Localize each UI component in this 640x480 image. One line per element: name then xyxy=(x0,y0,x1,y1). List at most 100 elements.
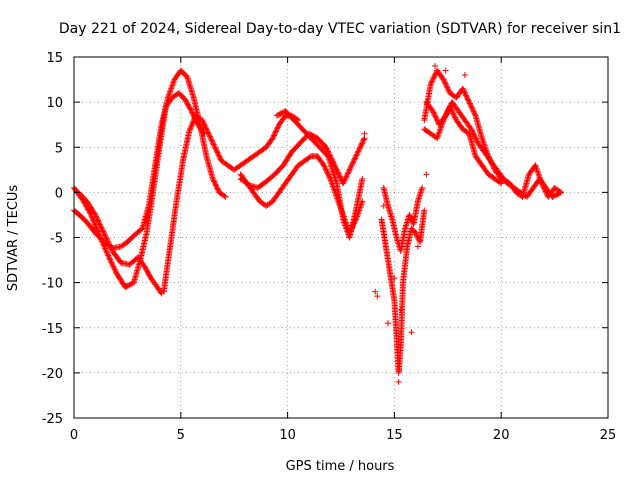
data-point xyxy=(270,132,277,139)
data-point xyxy=(352,153,359,160)
data-point xyxy=(94,217,101,224)
data-point xyxy=(208,136,215,143)
data-point xyxy=(360,137,367,144)
data-point xyxy=(214,149,221,156)
data-point xyxy=(471,111,478,118)
data-point xyxy=(106,242,113,249)
data-point xyxy=(452,114,459,121)
data-point xyxy=(145,271,152,278)
data-point xyxy=(351,156,358,163)
data-point xyxy=(106,241,113,248)
data-point xyxy=(326,174,333,181)
data-point xyxy=(272,129,279,136)
data-point xyxy=(445,86,452,93)
data-point xyxy=(145,269,152,276)
data-point xyxy=(102,232,109,239)
data-point xyxy=(212,181,219,188)
data-point xyxy=(211,142,218,149)
data-point xyxy=(103,249,110,256)
data-point xyxy=(467,101,474,108)
data-point xyxy=(204,128,211,135)
data-point xyxy=(104,236,111,243)
data-point xyxy=(201,122,208,129)
data-point xyxy=(442,113,449,120)
y-tick-label: -15 xyxy=(42,322,63,337)
data-point xyxy=(357,142,364,149)
data-point xyxy=(157,289,164,296)
data-point xyxy=(462,91,469,98)
data-point xyxy=(430,109,437,116)
series-arc-g xyxy=(273,108,366,241)
data-point xyxy=(345,169,352,176)
data-point xyxy=(539,181,546,188)
data-point xyxy=(216,153,223,160)
data-point xyxy=(342,176,349,183)
data-point xyxy=(109,262,116,269)
axis-ticks: 0 5 10 15 20 25 -25 -20 -15 -10 -5 0 5 10 15 xyxy=(42,51,617,443)
data-point xyxy=(397,306,404,313)
data-point xyxy=(92,211,99,218)
series-arc-k xyxy=(423,99,565,200)
data-point xyxy=(347,165,354,172)
data-point xyxy=(431,110,438,117)
data-point xyxy=(189,121,196,128)
series-arc-l xyxy=(421,103,505,187)
data-point xyxy=(443,111,450,118)
data-point xyxy=(444,84,451,91)
data-point xyxy=(102,245,109,252)
data-point xyxy=(104,251,111,258)
data-point xyxy=(459,85,466,92)
data-point xyxy=(189,109,196,116)
data-point xyxy=(359,140,366,147)
data-point xyxy=(105,253,112,260)
data-point xyxy=(340,178,347,185)
data-point xyxy=(419,184,426,191)
data-point xyxy=(469,128,476,135)
data-point xyxy=(464,95,471,102)
data-point xyxy=(202,123,209,130)
data-point xyxy=(344,170,351,177)
data-point xyxy=(449,109,456,116)
data-point xyxy=(430,75,437,82)
data-point xyxy=(462,92,469,99)
data-point xyxy=(340,180,347,187)
data-point xyxy=(186,104,193,111)
data-point xyxy=(372,288,379,295)
data-point xyxy=(146,272,153,279)
data-point xyxy=(185,102,192,109)
data-point xyxy=(351,155,358,162)
data-point xyxy=(93,213,100,220)
data-point xyxy=(271,131,278,138)
y-tick-label: -25 xyxy=(42,412,63,427)
data-point xyxy=(322,165,329,172)
data-point xyxy=(209,138,216,145)
data-point xyxy=(471,132,478,139)
data-point xyxy=(348,162,355,169)
data-point xyxy=(203,126,210,133)
data-point xyxy=(320,162,327,169)
data-point xyxy=(461,72,468,79)
data-point xyxy=(99,227,106,234)
data-point xyxy=(451,113,458,120)
data-point xyxy=(212,145,219,152)
data-point xyxy=(395,378,402,385)
data-point xyxy=(336,172,343,179)
data-point xyxy=(463,93,470,100)
data-point xyxy=(541,185,548,192)
data-point xyxy=(101,244,108,251)
data-point xyxy=(472,134,479,141)
data-point xyxy=(447,104,454,111)
data-point xyxy=(99,238,106,245)
data-point xyxy=(346,166,353,173)
data-point xyxy=(461,89,468,96)
x-axis-label: GPS time / hours xyxy=(286,459,395,474)
data-point xyxy=(423,171,430,178)
data-point xyxy=(346,167,353,174)
data-point xyxy=(97,234,104,241)
data-point xyxy=(540,184,547,191)
data-point xyxy=(443,81,450,88)
data-point xyxy=(94,228,101,235)
data-point xyxy=(354,149,361,156)
data-point xyxy=(107,258,114,265)
data-point xyxy=(274,125,281,132)
